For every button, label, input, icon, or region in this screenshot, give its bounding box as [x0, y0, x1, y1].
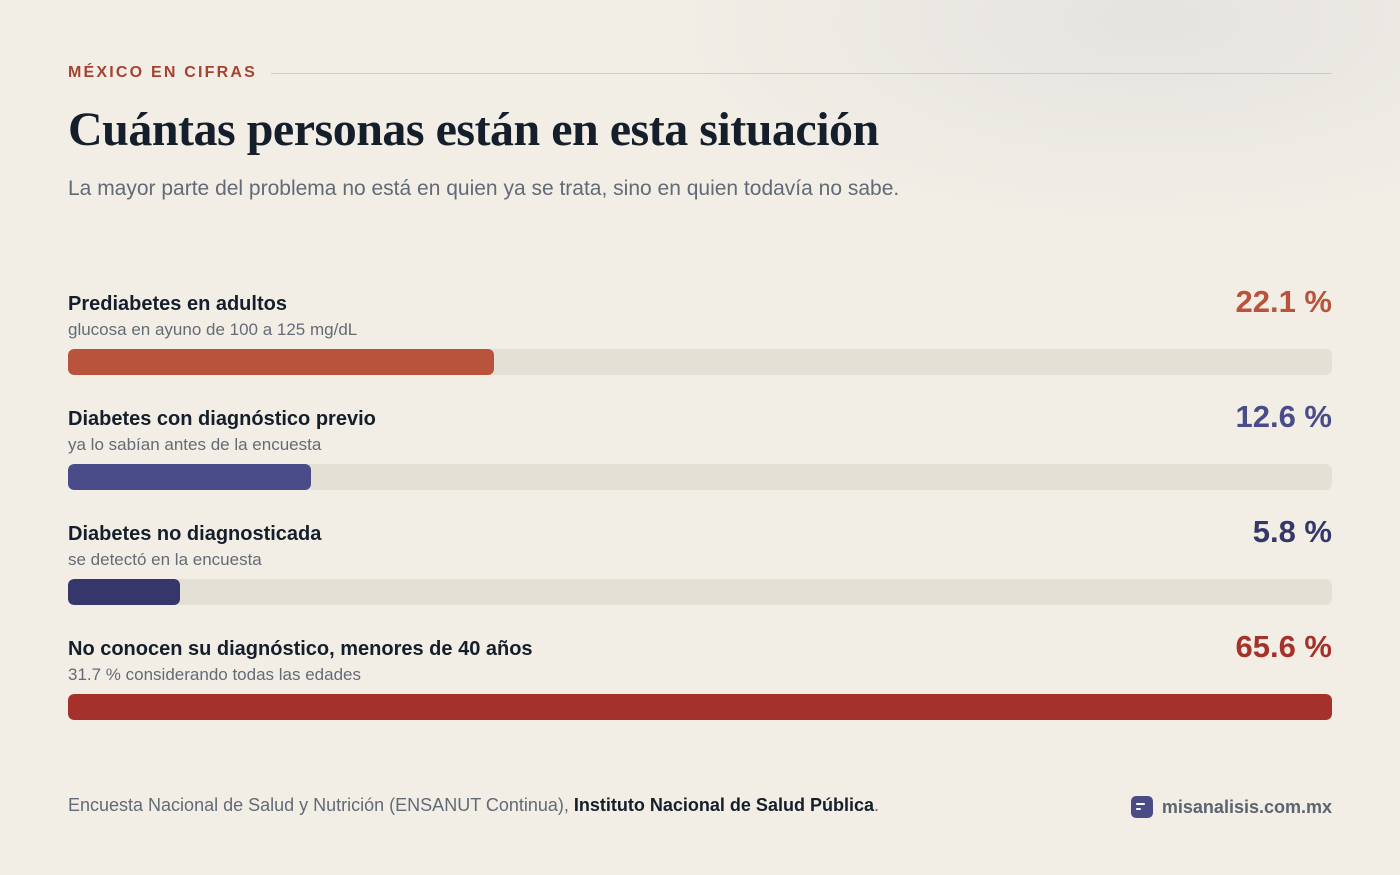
bar: [68, 349, 494, 375]
bar-track: [68, 349, 1332, 375]
brand-name: misanalisis.com.mx: [1161, 796, 1332, 817]
bar-sublabel: glucosa en ayuno de 100 a 125 mg/dL: [68, 320, 358, 339]
bar: [68, 464, 311, 490]
chart-subtitle: La mayor parte del problema no está en q…: [68, 177, 900, 200]
bar-row: Diabetes con diagnóstico previo ya lo sab…: [68, 399, 1332, 514]
bar: [68, 694, 1332, 720]
bar-sublabel: ya lo sabían antes de la encuesta: [68, 435, 322, 454]
bar-label: No conocen su diagnóstico, menores de 40…: [68, 638, 533, 660]
chart-logo-icon: [1130, 796, 1153, 818]
bar: [68, 579, 180, 605]
bar-label: Diabetes no diagnosticada: [68, 523, 322, 545]
bar-label: Diabetes con diagnóstico previo: [68, 408, 376, 430]
bar-value-label: 22.1 %: [1235, 284, 1332, 319]
eyebrow-divider: [271, 72, 1332, 74]
bar-value-label: 5.8 %: [1252, 514, 1332, 549]
bar-chart: Prediabetes en adultos glucosa en ayuno d…: [68, 284, 1332, 744]
source-note: Encuesta Nacional de Salud y Nutrición (…: [68, 795, 879, 816]
eyebrow-label: MÉXICO EN CIFRAS: [68, 64, 257, 81]
bar-label: Prediabetes en adultos: [68, 293, 287, 315]
bar-value-label: 12.6 %: [1235, 399, 1332, 434]
bar-row: Prediabetes en adultos glucosa en ayuno d…: [68, 284, 1332, 399]
bar-sublabel: 31.7 % considerando todas las edades: [68, 665, 361, 684]
eyebrow-row: MÉXICO EN CIFRAS: [68, 64, 1332, 82]
bar-value-label: 65.6 %: [1235, 629, 1332, 664]
bar-track: [68, 464, 1332, 490]
bar-row: No conocen su diagnóstico, menores de 40…: [68, 629, 1332, 744]
source-text: Encuesta Nacional de Salud y Nutrición (…: [68, 795, 574, 815]
source-organization: Instituto Nacional de Salud Pública: [573, 795, 874, 815]
chart-title: Cuántas personas están en esta situación: [68, 103, 879, 156]
bar-sublabel: se detectó en la encuesta: [68, 550, 262, 569]
bar-row: Diabetes no diagnosticada se detectó en l…: [68, 514, 1332, 629]
source-end: .: [873, 795, 879, 815]
bar-track: [68, 579, 1332, 605]
bar-track: [68, 694, 1332, 720]
brand: misanalisis.com.mx: [1130, 796, 1332, 818]
